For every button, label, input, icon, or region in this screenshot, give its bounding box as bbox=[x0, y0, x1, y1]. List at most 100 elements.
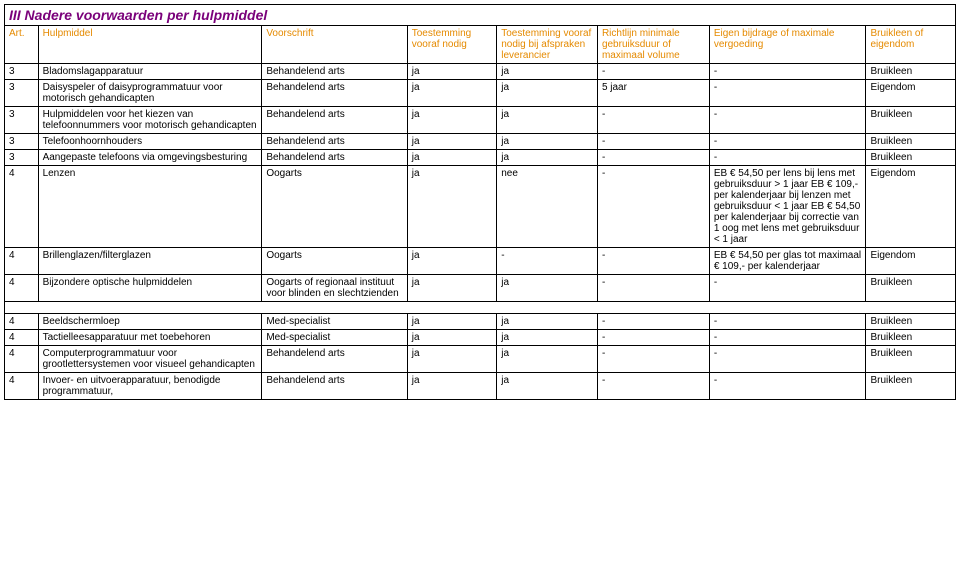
cell-art: 3 bbox=[5, 150, 39, 166]
cell-t2: ja bbox=[497, 314, 598, 330]
cell-eigen: - bbox=[709, 134, 866, 150]
cell-t1: ja bbox=[407, 134, 497, 150]
cell-art: 4 bbox=[5, 373, 39, 400]
cell-eigen: - bbox=[709, 275, 866, 302]
cell-hulp: Tactielleesapparatuur met toebehoren bbox=[38, 330, 262, 346]
cell-art: 3 bbox=[5, 107, 39, 134]
cell-t2: ja bbox=[497, 275, 598, 302]
cell-voor: Behandelend arts bbox=[262, 80, 407, 107]
cell-bruik: Bruikleen bbox=[866, 314, 956, 330]
cell-richt: - bbox=[597, 134, 709, 150]
cell-voor: Behandelend arts bbox=[262, 107, 407, 134]
table-row: 4Invoer- en uitvoerapparatuur, benodigde… bbox=[5, 373, 956, 400]
cell-hulp: Aangepaste telefoons via omgevingsbestur… bbox=[38, 150, 262, 166]
cell-t2: ja bbox=[497, 330, 598, 346]
cell-bruik: Bruikleen bbox=[866, 64, 956, 80]
cell-eigen: - bbox=[709, 314, 866, 330]
cell-hulp: Brillenglazen/filterglazen bbox=[38, 248, 262, 275]
cell-hulp: Daisyspeler of daisyprogrammatuur voor m… bbox=[38, 80, 262, 107]
cell-t2: ja bbox=[497, 107, 598, 134]
cell-t1: ja bbox=[407, 80, 497, 107]
cell-eigen: - bbox=[709, 64, 866, 80]
cell-t1: ja bbox=[407, 150, 497, 166]
cell-t2: ja bbox=[497, 346, 598, 373]
cell-richt: - bbox=[597, 275, 709, 302]
cell-bruik: Eigendom bbox=[866, 166, 956, 248]
cell-hulp: Computerprogrammatuur voor grootlettersy… bbox=[38, 346, 262, 373]
cell-eigen: EB € 54,50 per glas tot maximaal € 109,-… bbox=[709, 248, 866, 275]
cell-t1: ja bbox=[407, 314, 497, 330]
cell-voor: Behandelend arts bbox=[262, 150, 407, 166]
cell-bruik: Bruikleen bbox=[866, 330, 956, 346]
cell-voor: Behandelend arts bbox=[262, 373, 407, 400]
cell-eigen: - bbox=[709, 346, 866, 373]
cell-art: 4 bbox=[5, 248, 39, 275]
cell-richt: - bbox=[597, 150, 709, 166]
cell-hulp: Telefoonhoornhouders bbox=[38, 134, 262, 150]
cell-art: 3 bbox=[5, 80, 39, 107]
cell-voor: Oogarts bbox=[262, 166, 407, 248]
col-voor-header: Voorschrift bbox=[262, 26, 407, 64]
col-bruik-header: Bruikleen of eigendom bbox=[866, 26, 956, 64]
cell-hulp: Lenzen bbox=[38, 166, 262, 248]
cell-voor: Behandelend arts bbox=[262, 346, 407, 373]
spacer-row bbox=[5, 302, 956, 314]
cell-t2: ja bbox=[497, 150, 598, 166]
cell-voor: Med-specialist bbox=[262, 330, 407, 346]
cell-richt: - bbox=[597, 346, 709, 373]
cell-art: 4 bbox=[5, 330, 39, 346]
cell-art: 4 bbox=[5, 275, 39, 302]
cell-voor: Oogarts bbox=[262, 248, 407, 275]
cell-bruik: Bruikleen bbox=[866, 275, 956, 302]
table-row: 4Computerprogrammatuur voor grootletters… bbox=[5, 346, 956, 373]
cell-hulp: Hulpmiddelen voor het kiezen van telefoo… bbox=[38, 107, 262, 134]
cell-richt: - bbox=[597, 314, 709, 330]
cell-art: 4 bbox=[5, 166, 39, 248]
cell-voor: Behandelend arts bbox=[262, 64, 407, 80]
cell-eigen: - bbox=[709, 80, 866, 107]
table-row: 4Tactielleesapparatuur met toebehorenMed… bbox=[5, 330, 956, 346]
cell-bruik: Bruikleen bbox=[866, 346, 956, 373]
cell-bruik: Eigendom bbox=[866, 80, 956, 107]
cell-art: 4 bbox=[5, 314, 39, 330]
cell-t2: ja bbox=[497, 134, 598, 150]
cell-t1: ja bbox=[407, 248, 497, 275]
cell-t1: ja bbox=[407, 166, 497, 248]
cell-bruik: Eigendom bbox=[866, 248, 956, 275]
cell-richt: - bbox=[597, 373, 709, 400]
cell-t2: - bbox=[497, 248, 598, 275]
table-row: 3Daisyspeler of daisyprogrammatuur voor … bbox=[5, 80, 956, 107]
cell-richt: - bbox=[597, 107, 709, 134]
cell-richt: - bbox=[597, 248, 709, 275]
cell-voor: Behandelend arts bbox=[262, 134, 407, 150]
cell-t2: ja bbox=[497, 373, 598, 400]
col-hulp-header: Hulpmiddel bbox=[38, 26, 262, 64]
cell-eigen: - bbox=[709, 373, 866, 400]
col-art-header: Art. bbox=[5, 26, 39, 64]
cell-bruik: Bruikleen bbox=[866, 150, 956, 166]
table-row: 3TelefoonhoornhoudersBehandelend artsjaj… bbox=[5, 134, 956, 150]
col-t2-header: Toestemming vooraf nodig bij afspraken l… bbox=[497, 26, 598, 64]
cell-hulp: Beeldschermloep bbox=[38, 314, 262, 330]
cell-eigen: - bbox=[709, 330, 866, 346]
cell-t1: ja bbox=[407, 107, 497, 134]
cell-hulp: Bladomslagapparatuur bbox=[38, 64, 262, 80]
col-t1-header: Toestemming vooraf nodig bbox=[407, 26, 497, 64]
table-header-row: Art. Hulpmiddel Voorschrift Toestemming … bbox=[5, 26, 956, 64]
table-row: 4LenzenOogartsjanee-EB € 54,50 per lens … bbox=[5, 166, 956, 248]
cell-t1: ja bbox=[407, 346, 497, 373]
cell-t2: ja bbox=[497, 64, 598, 80]
cell-hulp: Bijzondere optische hulpmiddelen bbox=[38, 275, 262, 302]
cell-art: 4 bbox=[5, 346, 39, 373]
cell-t1: ja bbox=[407, 64, 497, 80]
cell-richt: 5 jaar bbox=[597, 80, 709, 107]
cell-t2: nee bbox=[497, 166, 598, 248]
cell-bruik: Bruikleen bbox=[866, 107, 956, 134]
section-title: III Nadere voorwaarden per hulpmiddel bbox=[4, 4, 956, 25]
cell-eigen: - bbox=[709, 107, 866, 134]
cell-bruik: Bruikleen bbox=[866, 134, 956, 150]
cell-eigen: - bbox=[709, 150, 866, 166]
conditions-table: Art. Hulpmiddel Voorschrift Toestemming … bbox=[4, 25, 956, 400]
col-eigen-header: Eigen bijdrage of maximale vergoeding bbox=[709, 26, 866, 64]
cell-richt: - bbox=[597, 64, 709, 80]
